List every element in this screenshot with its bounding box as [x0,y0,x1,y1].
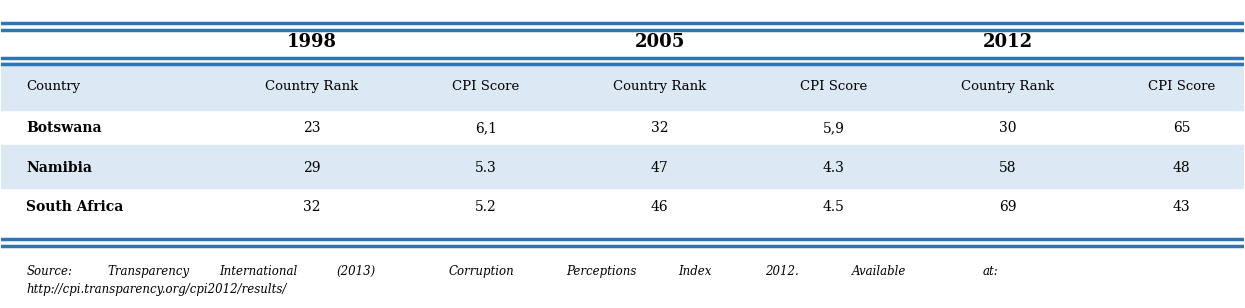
Text: 4.3: 4.3 [823,161,844,175]
Bar [1,145,1244,188]
Text: CPI Score: CPI Score [801,80,868,93]
Bar [1,63,1244,110]
Text: 4.5: 4.5 [823,201,844,214]
Text: 23: 23 [304,121,321,135]
Text: Index: Index [679,265,712,278]
Text: Country Rank: Country Rank [265,80,359,93]
Text: at:: at: [982,265,998,278]
Text: (2013): (2013) [337,265,376,278]
Text: 2005: 2005 [635,33,685,51]
Text: 29: 29 [304,161,321,175]
Text: 32: 32 [304,201,321,214]
Text: Corruption: Corruption [448,265,514,278]
Text: 65: 65 [1173,121,1190,135]
Text: 1998: 1998 [286,33,337,51]
Text: Source:: Source: [26,265,72,278]
Text: Perceptions: Perceptions [566,265,637,278]
Text: 46: 46 [651,201,669,214]
Text: Botswana: Botswana [26,121,102,135]
Text: 5,9: 5,9 [823,121,844,135]
Text: Namibia: Namibia [26,161,92,175]
Text: 43: 43 [1173,201,1190,214]
Text: South Africa: South Africa [26,201,123,214]
Text: Country Rank: Country Rank [961,80,1055,93]
Text: Country Rank: Country Rank [613,80,706,93]
Text: 47: 47 [651,161,669,175]
Text: http://cpi.transparency.org/cpi2012/results/: http://cpi.transparency.org/cpi2012/resu… [26,283,286,296]
Text: 30: 30 [998,121,1016,135]
Text: 2012: 2012 [982,33,1032,51]
Text: Country: Country [26,80,81,93]
Text: 2012.: 2012. [766,265,799,278]
Text: Available: Available [853,265,906,278]
Text: 69: 69 [998,201,1016,214]
Text: 5.2: 5.2 [476,201,497,214]
Text: 6,1: 6,1 [474,121,497,135]
Text: Transparency: Transparency [107,265,189,278]
Text: 5.3: 5.3 [476,161,497,175]
Text: International: International [219,265,298,278]
Text: 32: 32 [651,121,669,135]
Text: 48: 48 [1173,161,1190,175]
Text: CPI Score: CPI Score [1148,80,1215,93]
Text: 58: 58 [998,161,1016,175]
Text: CPI Score: CPI Score [452,80,519,93]
